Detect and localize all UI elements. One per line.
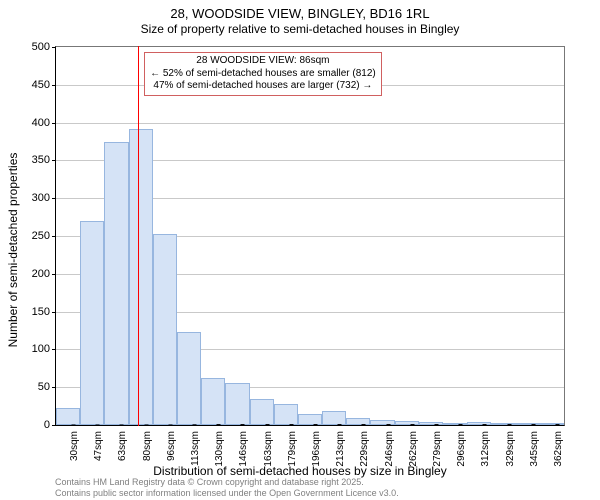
y-tick: 300: [32, 192, 56, 204]
y-tick: 350: [32, 154, 56, 166]
x-tick: 47sqm: [93, 425, 104, 461]
x-tick: 179sqm: [287, 425, 298, 467]
x-tick: 163sqm: [263, 425, 274, 467]
chart-subtitle: Size of property relative to semi-detach…: [0, 22, 600, 37]
histogram-bar: [129, 129, 153, 425]
x-tick: 296sqm: [456, 425, 467, 467]
footer-line1: Contains HM Land Registry data © Crown c…: [55, 477, 399, 487]
histogram-bar: [298, 414, 322, 425]
x-tick: 362sqm: [553, 425, 564, 467]
footer-line2: Contains public sector information licen…: [55, 488, 399, 498]
x-tick: 262sqm: [408, 425, 419, 467]
x-tick: 80sqm: [142, 425, 153, 461]
y-tick: 150: [32, 306, 56, 318]
x-tick: 312sqm: [480, 425, 491, 467]
chart-title-block: 28, WOODSIDE VIEW, BINGLEY, BD16 1RL Siz…: [0, 0, 600, 37]
annotation-line2: ← 52% of semi-detached houses are smalle…: [150, 68, 376, 81]
y-tick: 400: [32, 117, 56, 129]
histogram-bar: [346, 418, 370, 425]
x-tick: 345sqm: [529, 425, 540, 467]
y-tick: 100: [32, 343, 56, 355]
y-tick: 0: [44, 419, 56, 431]
histogram-bar: [274, 404, 298, 425]
histogram-bar: [201, 378, 225, 425]
y-tick: 500: [32, 41, 56, 53]
y-axis-label: Number of semi-detached properties: [6, 55, 20, 250]
x-tick: 196sqm: [311, 425, 322, 467]
x-tick: 96sqm: [166, 425, 177, 461]
histogram-bar: [80, 221, 104, 425]
property-marker-line: [138, 46, 139, 426]
x-tick: 63sqm: [117, 425, 128, 461]
x-axis-label: Distribution of semi-detached houses by …: [0, 464, 600, 478]
annotation-box: 28 WOODSIDE VIEW: 86sqm ← 52% of semi-de…: [144, 52, 382, 96]
annotation-line1: 28 WOODSIDE VIEW: 86sqm: [150, 55, 376, 68]
histogram-bar: [104, 142, 128, 426]
gridline: [56, 123, 564, 124]
x-tick: 246sqm: [384, 425, 395, 467]
chart-area: 05010015020025030035040045050030sqm47sqm…: [55, 46, 565, 426]
x-tick: 213sqm: [335, 425, 346, 467]
histogram-bar: [225, 383, 249, 425]
y-tick: 200: [32, 268, 56, 280]
y-tick: 450: [32, 79, 56, 91]
footer-attribution: Contains HM Land Registry data © Crown c…: [55, 477, 399, 498]
y-tick: 250: [32, 230, 56, 242]
x-tick: 329sqm: [505, 425, 516, 467]
histogram-bar: [177, 332, 201, 425]
x-tick: 146sqm: [238, 425, 249, 467]
histogram-bar: [153, 234, 177, 425]
histogram-bar: [56, 408, 80, 425]
x-tick: 30sqm: [69, 425, 80, 461]
plot-region: 05010015020025030035040045050030sqm47sqm…: [55, 46, 565, 426]
annotation-line3: 47% of semi-detached houses are larger (…: [150, 80, 376, 93]
x-tick: 229sqm: [359, 425, 370, 467]
y-tick: 50: [38, 381, 56, 393]
x-tick: 279sqm: [432, 425, 443, 467]
x-tick: 113sqm: [190, 425, 201, 466]
x-tick: 130sqm: [214, 425, 225, 467]
histogram-bar: [322, 411, 346, 425]
histogram-bar: [250, 399, 274, 425]
chart-title: 28, WOODSIDE VIEW, BINGLEY, BD16 1RL: [0, 6, 600, 22]
